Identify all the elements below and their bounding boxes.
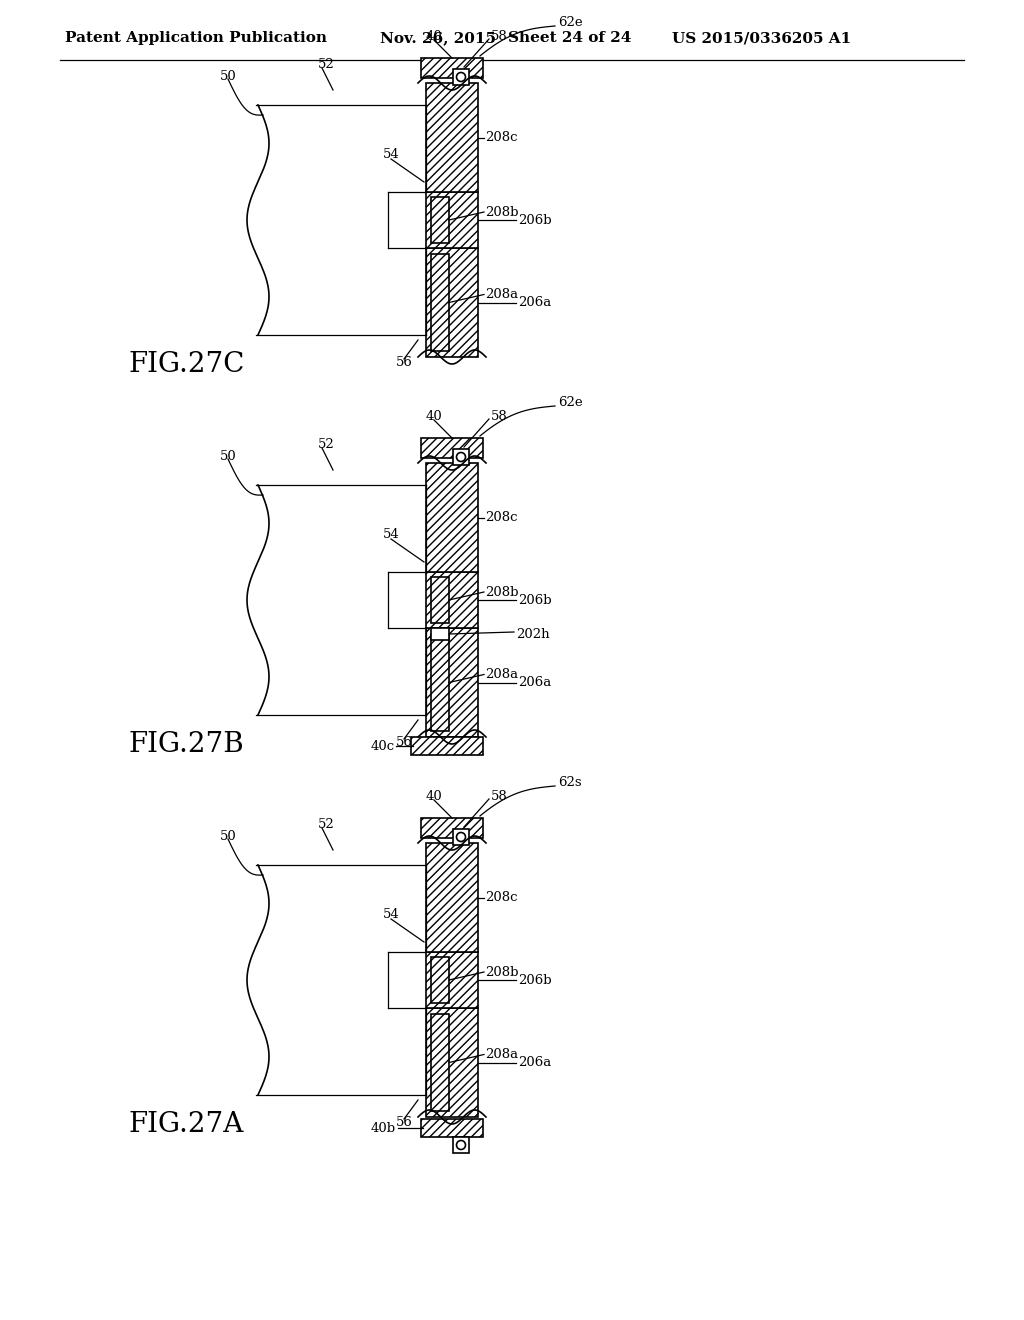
Text: 40b: 40b	[371, 1122, 396, 1134]
Bar	[431, 628, 449, 640]
Text: 208a: 208a	[485, 1048, 518, 1061]
Text: 62s: 62s	[558, 776, 582, 789]
Bar	[426, 628, 478, 737]
Text: 208c: 208c	[485, 131, 517, 144]
Bar	[411, 737, 483, 755]
Bar	[421, 58, 483, 78]
Bar	[426, 83, 478, 191]
Bar	[421, 1119, 483, 1137]
Text: 52: 52	[318, 438, 335, 451]
Text: Sheet 24 of 24: Sheet 24 of 24	[508, 30, 632, 45]
Circle shape	[457, 1140, 466, 1150]
Text: 208c: 208c	[485, 511, 517, 524]
Text: 208a: 208a	[485, 668, 518, 681]
Text: 50: 50	[220, 450, 237, 463]
Bar	[453, 829, 469, 845]
Bar	[431, 957, 449, 1003]
Text: US 2015/0336205 A1: US 2015/0336205 A1	[672, 30, 851, 45]
Text: 50: 50	[220, 70, 237, 83]
Bar	[431, 197, 449, 243]
Bar	[431, 577, 449, 623]
Text: Patent Application Publication: Patent Application Publication	[65, 30, 327, 45]
Text: 40: 40	[426, 409, 442, 422]
Text: 208c: 208c	[485, 891, 517, 904]
Text: 206b: 206b	[518, 974, 552, 986]
Circle shape	[457, 73, 466, 82]
Text: Nov. 26, 2015: Nov. 26, 2015	[380, 30, 496, 45]
Text: 208a: 208a	[485, 288, 518, 301]
Text: 54: 54	[383, 149, 399, 161]
Text: 206b: 206b	[518, 594, 552, 606]
Text: 206b: 206b	[518, 214, 552, 227]
Text: FIG.27B: FIG.27B	[128, 731, 244, 759]
Bar	[453, 1137, 469, 1152]
Bar	[426, 463, 478, 572]
Text: 56: 56	[396, 737, 413, 750]
Text: 40: 40	[426, 29, 442, 42]
Text: 208b: 208b	[485, 965, 518, 978]
Bar	[426, 952, 478, 1008]
Circle shape	[457, 833, 466, 842]
Text: 52: 52	[318, 818, 335, 832]
Bar	[431, 634, 449, 731]
Text: 54: 54	[383, 528, 399, 541]
Text: 40c: 40c	[371, 739, 395, 752]
Text: 40: 40	[426, 789, 442, 803]
Bar	[426, 1008, 478, 1117]
Text: 208b: 208b	[485, 586, 518, 598]
Bar	[431, 1014, 449, 1111]
Text: 56: 56	[396, 356, 413, 370]
Text: 206a: 206a	[518, 1056, 551, 1069]
Bar	[453, 69, 469, 84]
Text: 58: 58	[490, 789, 508, 803]
Bar	[426, 843, 478, 952]
Bar	[421, 818, 483, 838]
Bar	[421, 438, 483, 458]
Bar	[426, 572, 478, 628]
Text: 62e: 62e	[558, 16, 583, 29]
Text: 58: 58	[490, 409, 508, 422]
Text: 50: 50	[220, 830, 237, 843]
Bar	[426, 191, 478, 248]
Bar	[431, 253, 449, 351]
Text: FIG.27A: FIG.27A	[128, 1111, 244, 1138]
Text: 202h: 202h	[516, 627, 550, 640]
Circle shape	[457, 453, 466, 462]
Text: 58: 58	[490, 29, 508, 42]
Text: 208b: 208b	[485, 206, 518, 219]
Text: 206a: 206a	[518, 296, 551, 309]
Text: 56: 56	[396, 1117, 413, 1130]
Bar	[426, 248, 478, 356]
Text: 52: 52	[318, 58, 335, 71]
Text: FIG.27C: FIG.27C	[128, 351, 245, 379]
Bar	[453, 449, 469, 465]
Text: 62e: 62e	[558, 396, 583, 409]
Text: 54: 54	[383, 908, 399, 921]
Text: 206a: 206a	[518, 676, 551, 689]
